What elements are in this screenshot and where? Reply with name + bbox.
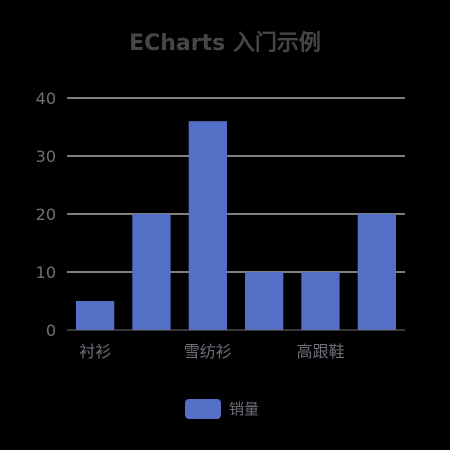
chart-title: ECharts 入门示例 bbox=[129, 30, 321, 56]
y-tick-label: 20 bbox=[36, 205, 56, 224]
y-gridlines bbox=[67, 97, 405, 273]
legend-label[interactable]: 销量 bbox=[229, 400, 259, 418]
bar[interactable] bbox=[76, 301, 115, 330]
bar[interactable] bbox=[357, 214, 396, 330]
bar[interactable] bbox=[245, 272, 284, 330]
x-tick-label: 衬衫 bbox=[79, 342, 111, 361]
y-tick-label: 30 bbox=[36, 147, 56, 166]
y-tick-label: 0 bbox=[46, 321, 56, 340]
legend-swatch[interactable] bbox=[185, 399, 221, 419]
bar[interactable] bbox=[301, 272, 340, 330]
legend-item[interactable]: 销量 bbox=[185, 399, 259, 419]
x-tick-label: 雪纺衫 bbox=[184, 342, 232, 361]
y-axis-tick-labels: 0 10 20 30 40 bbox=[36, 89, 56, 340]
y-tick-label: 10 bbox=[36, 263, 56, 282]
bar[interactable] bbox=[188, 121, 227, 330]
bars bbox=[76, 121, 396, 330]
y-tick-label: 40 bbox=[36, 89, 56, 108]
bar[interactable] bbox=[132, 214, 171, 330]
x-axis-tick-labels: 衬衫 雪纺衫 高跟鞋 bbox=[79, 342, 344, 361]
x-tick-label: 高跟鞋 bbox=[296, 342, 344, 361]
